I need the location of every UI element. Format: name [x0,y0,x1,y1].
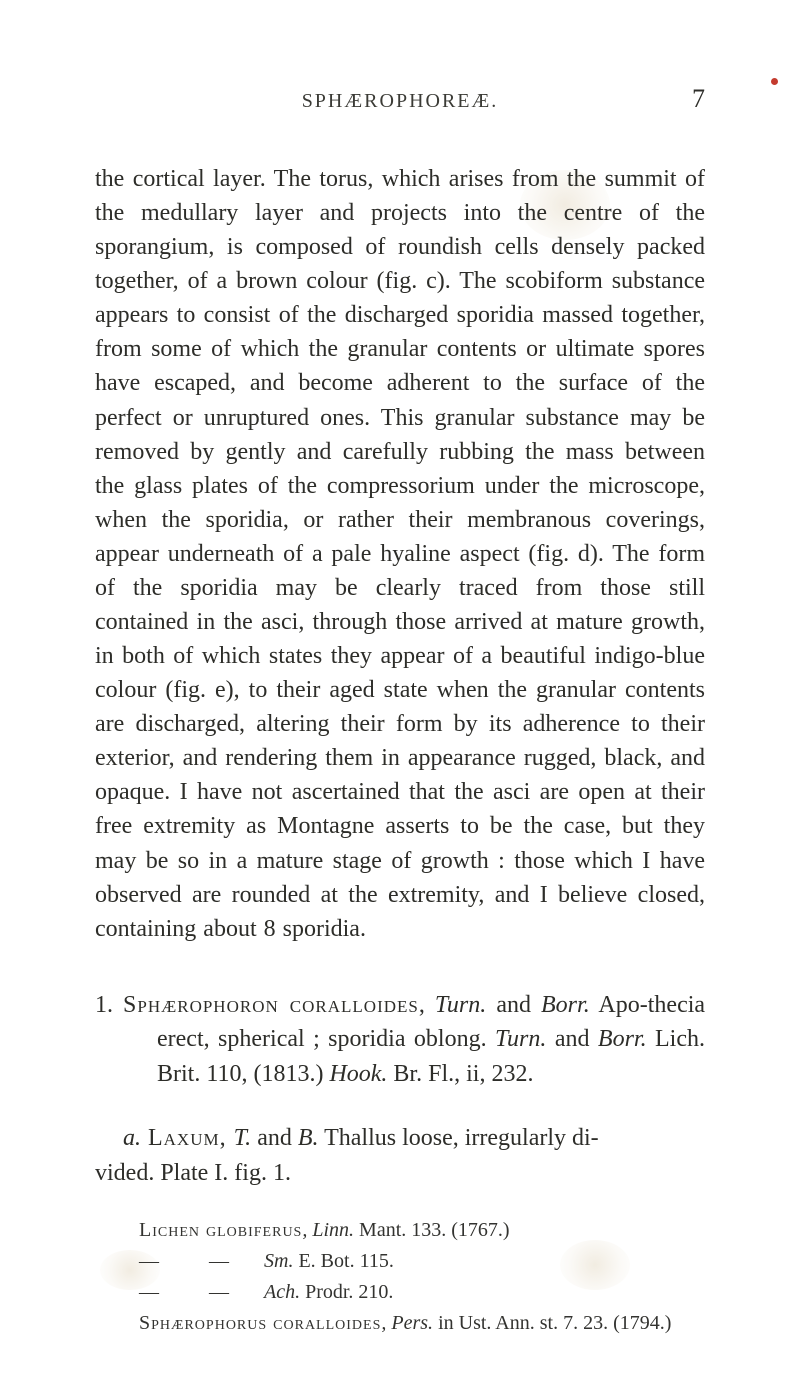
author-abbrev: B. [298,1125,319,1151]
ref-author: , Linn. [302,1219,354,1241]
page-number: 7 [692,84,705,114]
species-entry: 1. Sphærophoron coralloides, Turn. and B… [95,988,705,1092]
species-number: 1. [95,992,123,1018]
ref-citation: in Ust. Ann. st. 7. 23. (1794.) [433,1312,671,1334]
ref-citation: E. Bot. 115. [293,1250,393,1272]
page-content: SPHÆROPHOREÆ. 7 the cortical layer. The … [95,90,705,1339]
ref-citation: Prodr. 210. [300,1281,393,1303]
text: Br. Fl., ii, 232. [387,1061,533,1087]
text: Thallus loose, irregularly di- [319,1125,599,1151]
text-line: vided. Plate I. fig. 1. [95,1156,705,1191]
ref-name: Lichen globiferus [139,1219,302,1241]
body-paragraph: the cortical layer. The torus, which ari… [95,162,705,946]
author-abbrev: Borr. [598,1026,647,1052]
author-abbrev: T. [234,1125,252,1151]
author-abbrev: Hook. [329,1061,387,1087]
variety-entry: a. Laxum, T. and B. Thallus loose, irreg… [95,1121,705,1190]
author-abbrev: Turn. [495,1026,546,1052]
ref-author: Sm. [264,1250,293,1272]
reference-line: Lichen globiferus, Linn. Mant. 133. (176… [95,1215,705,1246]
ref-author: Ach. [264,1281,300,1303]
ref-name: Sphærophorus coralloides [139,1312,381,1334]
text: and [546,1026,598,1052]
reference-line: — — Sm. E. Bot. 115. [95,1246,705,1277]
species-name: Sphærophoron coralloides [123,992,419,1018]
variety-name: Laxum, [141,1125,234,1151]
ref-citation: Mant. 133. (1767.) [354,1219,510,1241]
reference-line: — — Ach. Prodr. 210. [95,1277,705,1308]
text: and [251,1125,298,1151]
margin-red-dot [771,78,778,85]
header-title: SPHÆROPHOREÆ. [95,90,705,113]
text: and [486,992,541,1018]
running-header: SPHÆROPHOREÆ. 7 [95,90,705,122]
author-abbrev: Turn. [435,992,486,1018]
ref-dash: — — [139,1250,264,1272]
ref-dash: — — [139,1281,264,1303]
references-block: Lichen globiferus, Linn. Mant. 133. (176… [95,1215,705,1339]
text: Apo- [590,992,648,1018]
text: , [419,992,435,1018]
variety-letter: a. [123,1125,141,1151]
ref-author: , Pers. [381,1312,433,1334]
reference-line: Sphærophorus coralloides, Pers. in Ust. … [95,1308,705,1339]
author-abbrev: Borr. [541,992,590,1018]
